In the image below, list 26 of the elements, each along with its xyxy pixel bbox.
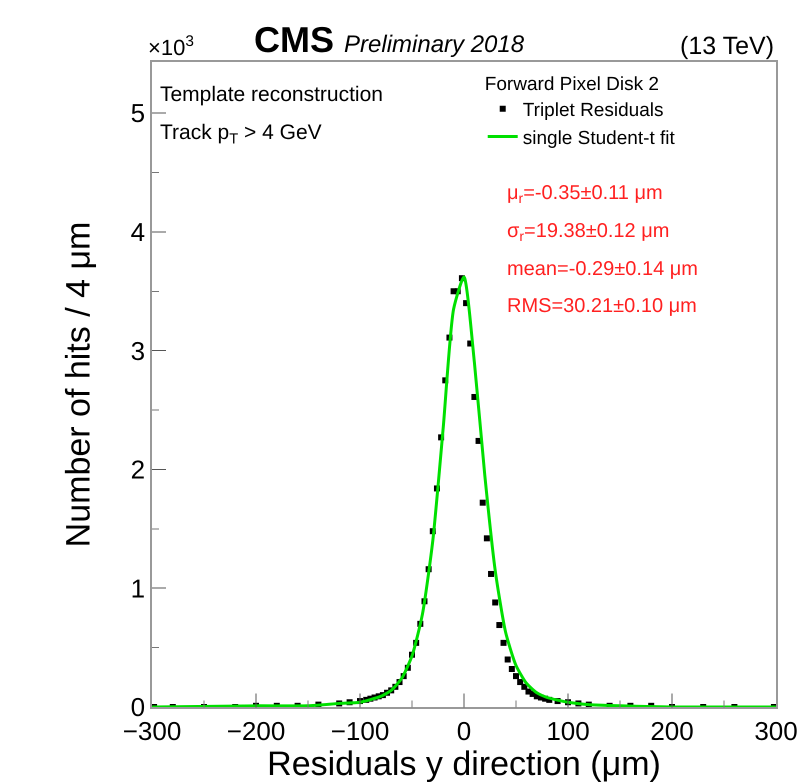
x-tick-label: 300 xyxy=(754,716,798,746)
legend-label: single Student-t fit xyxy=(522,128,676,149)
legend-label: Triplet Residuals xyxy=(522,100,664,122)
annotation: σ$_{r}$=19.38±0.12 μm xyxy=(507,220,670,244)
y-axis-title: Number of hits / 4 μm xyxy=(60,222,98,548)
x-tick-label: −200 xyxy=(226,716,286,746)
annotation: Template reconstruction xyxy=(160,83,383,106)
legend-title: Forward Pixel Disk 2 xyxy=(484,74,659,95)
y-tick-label: 4 xyxy=(130,216,146,247)
x-axis-title: Residuals y direction (μm) xyxy=(267,745,661,783)
annotation: RMS=30.21±0.10 μm xyxy=(507,295,697,317)
x-tick-label: 200 xyxy=(650,716,694,746)
annotation: mean=-0.29±0.14 μm xyxy=(507,258,698,280)
text: (13 TeV) xyxy=(680,32,774,60)
chart-subtitle: Preliminary 2018 xyxy=(344,31,525,58)
y-tick-label: 5 xyxy=(130,98,146,128)
chart-title: CMS xyxy=(254,19,334,60)
y-tick-label: 3 xyxy=(130,336,146,366)
x-tick-label: 100 xyxy=(546,716,590,746)
text: ×10$^{3}$ xyxy=(148,33,194,60)
y-tick-label: 2 xyxy=(130,454,146,485)
y-tick-label: 1 xyxy=(130,573,146,604)
x-tick-label: −100 xyxy=(330,716,390,746)
x-tick-label: 0 xyxy=(456,716,472,746)
annotation: μ$_{r}$=-0.35±0.11 μm xyxy=(507,182,663,206)
annotation: Track p$_{T}$ > 4 GeV xyxy=(160,121,322,148)
